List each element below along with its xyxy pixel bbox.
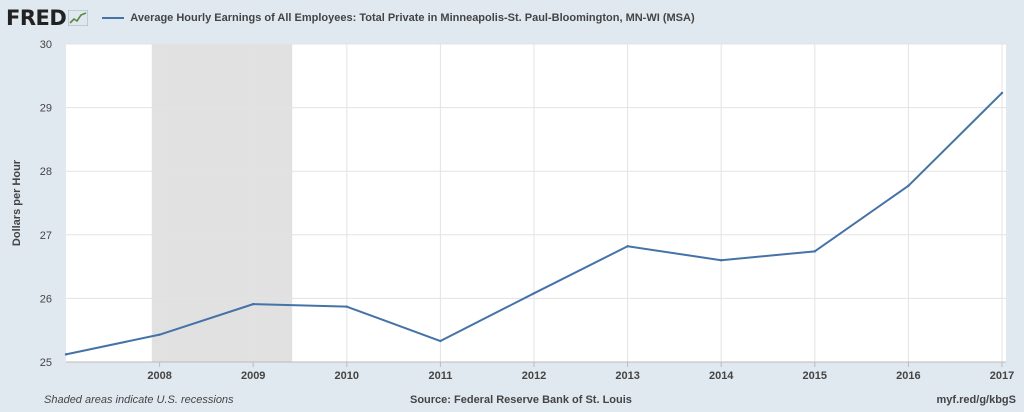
data-point — [907, 185, 909, 187]
x-tick-label: 2015 — [803, 370, 827, 382]
x-tick-labels: 2008 2009 2010 2011 2012 2013 2014 2015 2016 2017 — [147, 370, 1014, 382]
y-tick-labels: 25 26 27 28 29 30 — [40, 39, 52, 369]
data-point — [252, 303, 254, 305]
data-point — [346, 305, 348, 307]
short-url-link[interactable]: myf.red/g/kbgS — [937, 394, 1016, 406]
x-tick-label: 2012 — [522, 370, 546, 382]
data-point — [626, 245, 628, 247]
y-axis-label: Dollars per Hour — [11, 159, 23, 246]
x-tick-label: 2011 — [428, 370, 452, 382]
data-point — [158, 333, 160, 335]
data-point — [533, 292, 535, 294]
y-tick-label: 26 — [40, 293, 52, 305]
data-point — [720, 259, 722, 261]
x-tick-label: 2010 — [335, 370, 359, 382]
x-tick-label: 2013 — [615, 370, 639, 382]
x-tick-label: 2014 — [709, 370, 734, 382]
y-tick-label: 29 — [40, 103, 52, 115]
source-note: Source: Federal Reserve Bank of St. Loui… — [410, 394, 632, 406]
data-point — [439, 340, 441, 342]
x-tick-label: 2009 — [241, 370, 265, 382]
x-tick-label: 2008 — [147, 370, 171, 382]
y-tick-label: 30 — [40, 39, 52, 51]
x-tick-label: 2016 — [896, 370, 920, 382]
data-point — [65, 353, 67, 355]
data-point — [1001, 92, 1003, 94]
y-tick-label: 25 — [40, 357, 52, 369]
data-point — [814, 250, 816, 252]
x-tick-label: 2017 — [990, 370, 1014, 382]
y-tick-label: 27 — [40, 230, 52, 242]
recession-note: Shaded areas indicate U.S. recessions — [44, 394, 234, 406]
y-tick-label: 28 — [40, 166, 52, 178]
